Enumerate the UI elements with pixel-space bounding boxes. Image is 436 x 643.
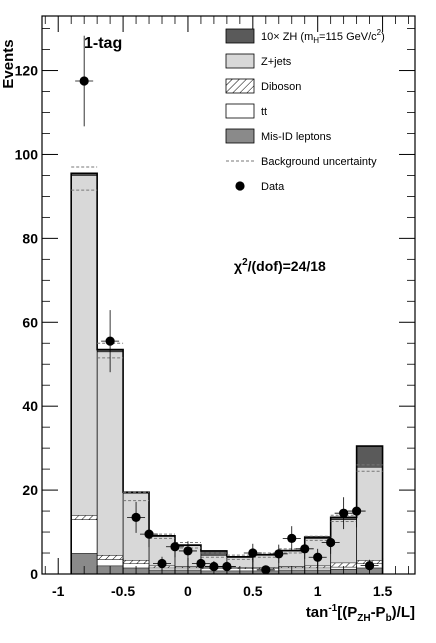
data-point-3: [144, 530, 153, 539]
y-tick-label-6: 120: [15, 63, 39, 79]
chi2-base: χ: [234, 258, 242, 274]
legend-4-swatch: [226, 129, 254, 143]
legend-1-swatch: [226, 54, 254, 68]
data-point-18: [352, 506, 361, 515]
data-point-2: [131, 513, 140, 522]
y-tick-label-2: 40: [22, 398, 38, 414]
x-tick-label-2: 0: [184, 583, 192, 599]
data-point-10: [248, 548, 257, 557]
bar-diboson-bin-1: [97, 555, 123, 559]
bar-10-zh-bin-11: [357, 446, 383, 467]
tag-label: 1-tag: [84, 35, 122, 52]
legend-0-label-end: ): [381, 31, 385, 43]
data-point-0: [80, 76, 89, 85]
legend-6-swatch: [235, 181, 244, 190]
legend-3-label: tt: [261, 106, 267, 118]
legend-6-label: Data: [261, 181, 285, 193]
legend-0-label-rest: =115 GeV/c: [319, 31, 377, 43]
legend-0-label: 10× ZH (mH=115 GeV/c2): [261, 28, 385, 45]
y-axis-title: Events: [0, 39, 17, 88]
legend-5-label: Background uncertainty: [261, 156, 377, 168]
legend-2-swatch: [226, 79, 254, 93]
legend-1-label: Z+jets: [261, 56, 292, 68]
x-tick-label-1: -0.5: [111, 583, 135, 599]
legend-4-label: Mis-ID leptons: [261, 131, 332, 143]
data-point-6: [183, 546, 192, 555]
bar-z-jets-bin-11: [357, 467, 383, 560]
legend-2-label: Diboson: [261, 81, 301, 93]
x-axis-title-part-rest3: )/L]: [392, 604, 415, 621]
bar-tt-bin-1: [97, 559, 123, 565]
bar-diboson-bin-0: [71, 515, 97, 519]
data-point-1: [106, 337, 115, 346]
bar-tt-bin-0: [71, 519, 97, 553]
bar-z-jets-bin-1: [97, 352, 123, 555]
data-point-17: [339, 509, 348, 518]
y-tick-label-1: 20: [22, 482, 38, 498]
chi2-rest: /(dof)=24/18: [248, 258, 326, 274]
legend-0-label-base: 10× ZH (m: [261, 31, 313, 43]
y-tick-label-5: 100: [15, 146, 39, 162]
x-tick-label-4: 1: [314, 583, 322, 599]
bar-z-jets-bin-0: [71, 175, 97, 515]
chi2-annotation: χ2/(dof)=24/18: [234, 257, 326, 274]
y-tick-label-4: 80: [22, 230, 38, 246]
x-axis-title-part-base: tan: [306, 604, 329, 621]
y-tick-label-3: 60: [22, 314, 38, 330]
legend-0-swatch: [226, 29, 254, 43]
legend: 10× ZH (mH=115 GeV/c2) Z+jets Diboson tt Mis…: [226, 28, 385, 193]
legend-3-swatch: [226, 104, 254, 118]
x-axis-title-part-rest1: [(P: [337, 604, 357, 621]
x-tick-label-0: -1: [52, 583, 65, 599]
x-axis-title: tan-1[(PZH-Pb)/L]: [306, 603, 415, 624]
x-axis-title-part-sub1: ZH: [357, 613, 370, 624]
x-axis-title-part-rest2: -P: [371, 604, 386, 621]
data-point-5: [170, 542, 179, 551]
bar-diboson-bin-2: [123, 560, 149, 563]
x-tick-label-5: 1.5: [373, 583, 393, 599]
data-point-16: [326, 538, 335, 547]
data-point-14: [300, 544, 309, 553]
data-point-13: [287, 534, 296, 543]
x-tick-label-3: 0.5: [243, 583, 263, 599]
data-point-12: [274, 549, 283, 558]
y-tick-label-0: 0: [30, 566, 38, 582]
